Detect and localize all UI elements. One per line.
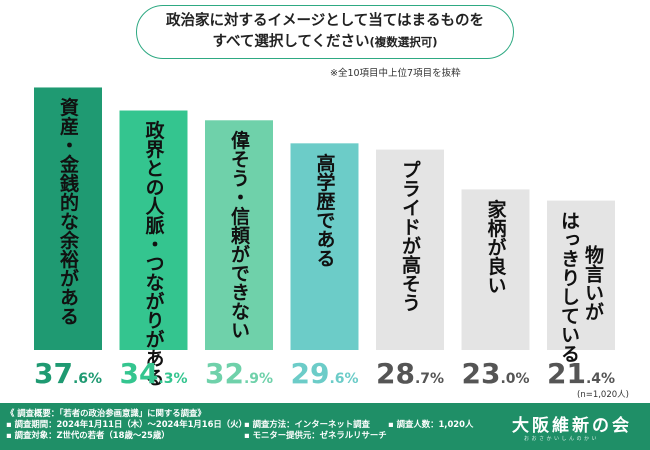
- bar-3-value: 32.9%: [205, 357, 273, 390]
- sample-size: (n=1,020人): [577, 390, 629, 400]
- bar-7-value: 21.4%: [547, 357, 615, 390]
- survey-method: ▪ 調査方法：インターネット調査: [244, 419, 370, 429]
- survey-target: ▪ 調査対象：Z世代の若者（18歳〜25歳）: [6, 430, 170, 440]
- question-line-2-main: すべて選択してください: [212, 34, 370, 50]
- bar-3: [205, 120, 273, 350]
- question-line-2: すべて選択してください(複数選択可): [137, 32, 513, 53]
- bar-5-value: 28.7%: [376, 357, 444, 390]
- question-box: 政治家に対するイメージとして当てはまるものを すべて選択してください(複数選択可…: [136, 5, 514, 59]
- question-line-2-note: (複数選択可): [369, 35, 438, 49]
- bar-5-label: プライドが高そう: [399, 159, 421, 311]
- party-logo: 大阪維新の会: [512, 416, 632, 436]
- excerpt-note: ※全10項目中上位7項目を抜粋: [330, 68, 461, 79]
- bar-1-value: 37.6%: [34, 357, 102, 390]
- bar-1: [34, 87, 102, 350]
- bar-1-label: 資産・金銭的な余裕がある: [57, 96, 80, 325]
- bar-2: [119, 110, 188, 350]
- bar-4-value: 29.6%: [290, 357, 358, 390]
- party-logo-reading: おおさかいしんのかい: [524, 436, 600, 442]
- bar-6-label: 家柄が良い: [485, 198, 507, 294]
- question-line-1: 政治家に対するイメージとして当てはまるものを: [166, 13, 484, 29]
- bar-2-label: 政界との人脈・つながりがある: [143, 119, 165, 386]
- bar-6: [461, 189, 530, 350]
- bar-3-label: 偉そう・信頼ができない: [228, 129, 250, 339]
- bar-4-label: 高学歴である: [314, 152, 336, 267]
- bar-7-label-1: はっきりしている: [558, 211, 580, 363]
- survey-count: ▪ 調査人数：1,020人: [388, 419, 474, 429]
- bar-7-label-2: 物言いが: [582, 243, 604, 320]
- survey-provider: ▪ モニター提供元：ゼネラルリサーチ: [244, 430, 387, 440]
- survey-title: 《 調査概要：「若者の政治参画意識」に関する調査》: [6, 408, 206, 418]
- bar-6-value: 23.0%: [461, 357, 529, 390]
- bar-5: [376, 149, 444, 350]
- bar-4: [290, 143, 359, 350]
- survey-footer: 《 調査概要：「若者の政治参画意識」に関する調査》 ▪ 調査期間：2024年1月…: [0, 403, 650, 450]
- bar-7: [547, 200, 615, 350]
- bar-2-value: 34.3%: [119, 357, 187, 390]
- survey-period: ▪ 調査期間：2024年1月11日（木）〜2024年1月16日（火）: [6, 419, 247, 429]
